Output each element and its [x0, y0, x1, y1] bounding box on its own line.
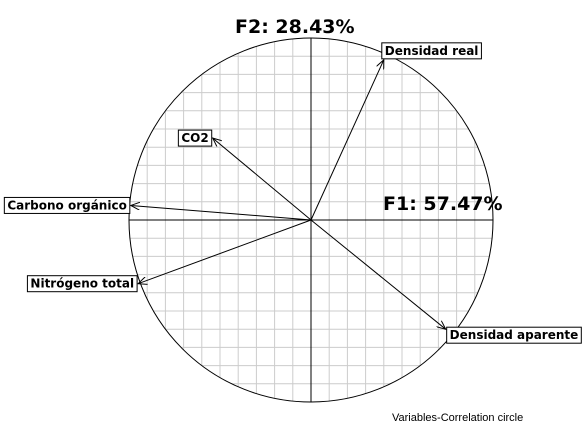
variable-labels: Densidad real CO2 Carbono orgánico Nitrógen…	[3, 42, 582, 344]
variable-vector	[310, 219, 446, 329]
variable-label: Carbono orgánico	[3, 196, 131, 214]
variable-label-text: Densidad real	[385, 44, 479, 58]
variable-label-text: Densidad aparente	[450, 328, 579, 342]
variable-label: CO2	[177, 129, 213, 147]
variable-label-box	[177, 129, 213, 147]
variable-vector	[213, 138, 312, 221]
variable-label-text: CO2	[181, 131, 208, 145]
variable-vector	[310, 60, 384, 221]
variable-label-text: Carbono orgánico	[7, 198, 126, 212]
variable-label-box	[381, 42, 482, 60]
f2-axis-title: F2: 28.43%	[235, 16, 355, 38]
variable-label-box	[26, 275, 138, 293]
chart-title: Variables-Correlation circle	[392, 412, 523, 424]
variable-label: Densidad real	[381, 42, 482, 60]
variable-label-box	[446, 326, 582, 344]
f1-axis-title: F1: 57.47%	[383, 193, 503, 215]
variable-label: Densidad aparente	[446, 326, 582, 344]
variable-vector	[138, 219, 312, 284]
variable-label-text: Nitrógeno total	[30, 277, 134, 291]
variable-label-box	[3, 196, 131, 214]
variable-label: Nitrógeno total	[26, 275, 138, 293]
variable-vector	[131, 205, 312, 221]
variable-vectors	[131, 60, 446, 329]
